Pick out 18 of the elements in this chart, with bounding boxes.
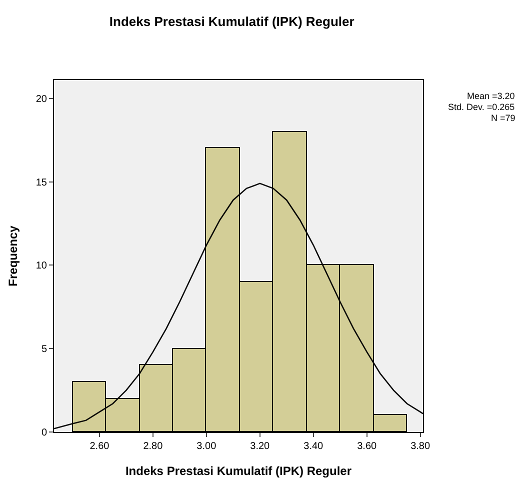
text: N =79 (491, 113, 516, 123)
x-tick-label: 3.20 (250, 441, 270, 452)
y-tick-label: 15 (36, 177, 48, 188)
x-tick-label: 2.60 (90, 441, 110, 452)
x-tick-label: 2.80 (143, 441, 164, 452)
chart-title: Indeks Prestasi Kumulatif (IPK) Reguler (109, 14, 354, 30)
x-tick-label: 3.80 (410, 441, 430, 452)
x-tick-label: 3.40 (304, 441, 324, 452)
y-tick-label: 10 (36, 260, 48, 272)
y-tick-label: 0 (41, 428, 48, 438)
text: Std. Dev. =0.265 (448, 102, 515, 112)
x-axis-title: Indeks Prestasi Kumulatif (IPK) Reguler (125, 464, 352, 478)
y-tick-label: 5 (41, 344, 48, 356)
text: Mean =3.20 (467, 91, 515, 101)
x-tick-label: 3.00 (196, 441, 217, 452)
x-tick-label: 3.60 (357, 441, 378, 452)
y-axis-title: Frequency (6, 225, 20, 286)
y-tick-label: 20 (36, 94, 48, 105)
